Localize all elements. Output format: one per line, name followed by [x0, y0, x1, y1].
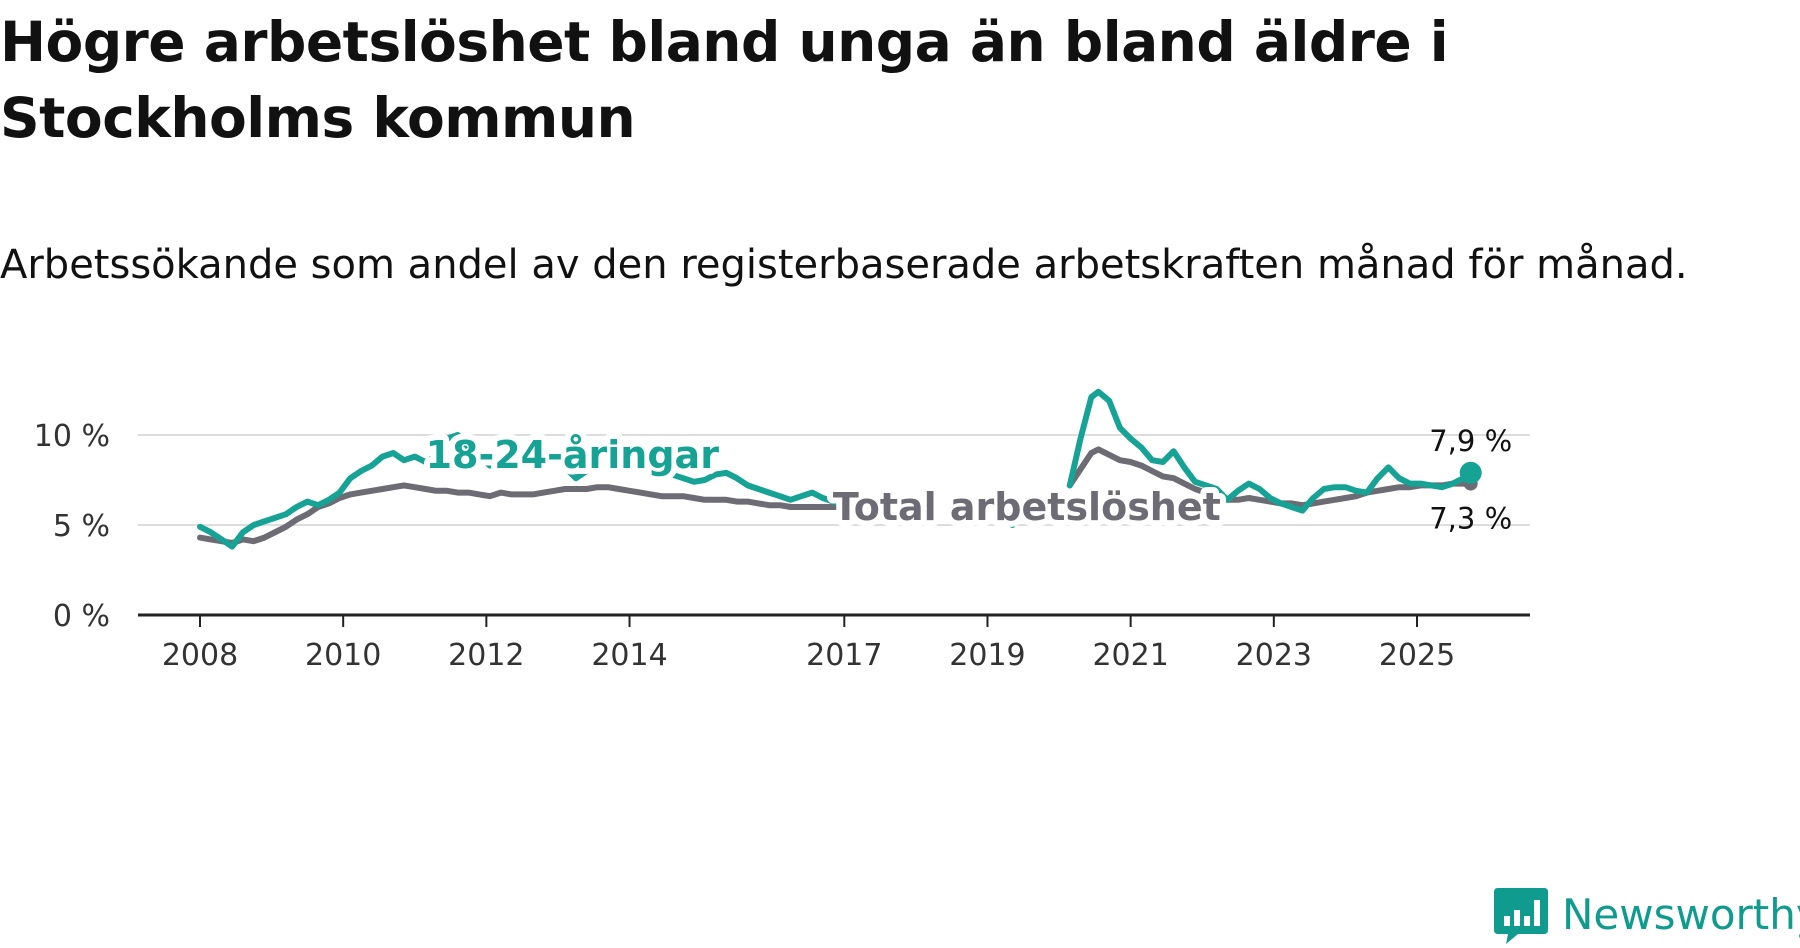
youth-series-line	[1002, 518, 1016, 528]
grid-lines	[138, 434, 1530, 526]
x-tick-label: 2014	[591, 638, 667, 673]
x-tick-label: 2017	[806, 638, 882, 673]
series-annotation-halo: Total arbetslöshet	[833, 485, 1221, 529]
youth-last-value-label: 7,9 %	[1429, 424, 1512, 458]
newsworthy-logo-text: Newsworthy	[1562, 890, 1800, 939]
y-tick-label: 5 %	[53, 509, 110, 544]
y-tick-label: 10 %	[34, 419, 110, 454]
x-axis: 2008 2010 2012 2014 2017 2019 2021 2023 2025	[138, 613, 1530, 673]
total-series-line	[197, 482, 858, 546]
youth-series-label: 18-24-åringar	[426, 433, 720, 477]
y-axis-ticks: 0 % 5 % 10 %	[34, 419, 110, 634]
x-tick-label: 2010	[305, 638, 381, 673]
y-tick-label: 0 %	[53, 599, 110, 634]
series-lines	[197, 388, 1482, 550]
youth-series-line	[197, 432, 880, 550]
newsworthy-logo-icon	[1494, 888, 1548, 944]
total-last-value-label: 7,3 %	[1429, 502, 1512, 536]
series-annotation-halo: 18-24-åringar	[426, 433, 720, 477]
total-series-label: Total arbetslöshet	[833, 485, 1221, 529]
total-series-line	[1066, 446, 1474, 509]
x-tick-label: 2021	[1092, 638, 1168, 673]
chart-title: Högre arbetslöshet bland unga än bland ä…	[0, 10, 1449, 150]
x-tick-label: 2012	[448, 638, 524, 673]
x-tick-label: 2008	[162, 638, 238, 673]
x-tick-label: 2019	[949, 638, 1025, 673]
series-labels: 7,9 %7,3 %18-24-åringar18-24-åringarTota…	[420, 424, 1513, 536]
chart-subtitle: Arbetssökande som andel av den registerb…	[0, 242, 1688, 288]
youth-end-point	[1459, 461, 1482, 484]
x-tick-label: 2023	[1236, 638, 1312, 673]
x-tick-label: 2025	[1379, 638, 1455, 673]
youth-series-line	[1066, 388, 1474, 514]
